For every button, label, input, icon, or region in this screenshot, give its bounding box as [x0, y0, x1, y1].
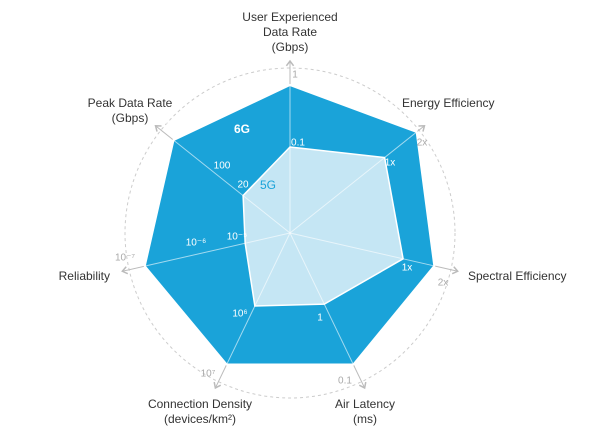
value-5g: 1x [385, 158, 396, 169]
arrow-head [358, 381, 367, 390]
spoke-inner [226, 232, 291, 365]
spoke-inner [289, 131, 417, 234]
value-6g: 2x [417, 138, 428, 149]
value-6g: 10⁻⁷ [115, 253, 135, 264]
axis-label: Peak Data Rate [88, 96, 173, 110]
value-5g: 20 [237, 180, 249, 191]
spoke-inner [289, 232, 354, 365]
value-mid: 100 [214, 161, 231, 172]
spoke-inner [289, 232, 435, 267]
arrow-head [451, 266, 459, 275]
axis-label: (Gbps) [272, 40, 309, 54]
axis-label: (ms) [353, 412, 377, 426]
series-label: 5G [260, 178, 276, 192]
axis-label: Energy Efficiency [402, 96, 495, 110]
axis-label: Connection Density [148, 397, 252, 411]
value-5g: 1 [317, 313, 323, 324]
axis-label: Reliability [59, 269, 110, 283]
spoke-inner [144, 232, 291, 267]
axis-label: User Experienced [242, 10, 337, 24]
axis-label: Data Rate [263, 25, 317, 39]
spoke-inner [173, 139, 291, 234]
ring [124, 67, 456, 399]
arrow-head [418, 124, 426, 132]
value-6g: 1 [292, 70, 298, 81]
polygon-5g [242, 146, 404, 307]
arrow-head [121, 266, 129, 275]
value-5g: 0.1 [291, 138, 305, 149]
arrow-head [154, 124, 162, 132]
arrow-head [213, 381, 222, 390]
value-5g: 10⁶ [232, 309, 247, 320]
axis-label: Spectral Efficiency [468, 269, 567, 283]
series-label: 6G [234, 122, 250, 136]
value-6g: 10⁷ [201, 369, 216, 380]
value-6g: 0.1 [338, 376, 352, 387]
value-mid: 10⁻⁶ [186, 238, 207, 249]
value-5g: 1x [402, 263, 413, 274]
axis-label: (Gbps) [112, 111, 149, 125]
axis-label: (devices/km²) [164, 412, 236, 426]
value-5g: 10⁻⁵ [227, 232, 248, 243]
arrow-head [285, 59, 295, 67]
value-6g: 1,000 [159, 115, 184, 126]
value-6g: 2x [438, 278, 449, 289]
axis-label: Air Latency [335, 397, 395, 411]
